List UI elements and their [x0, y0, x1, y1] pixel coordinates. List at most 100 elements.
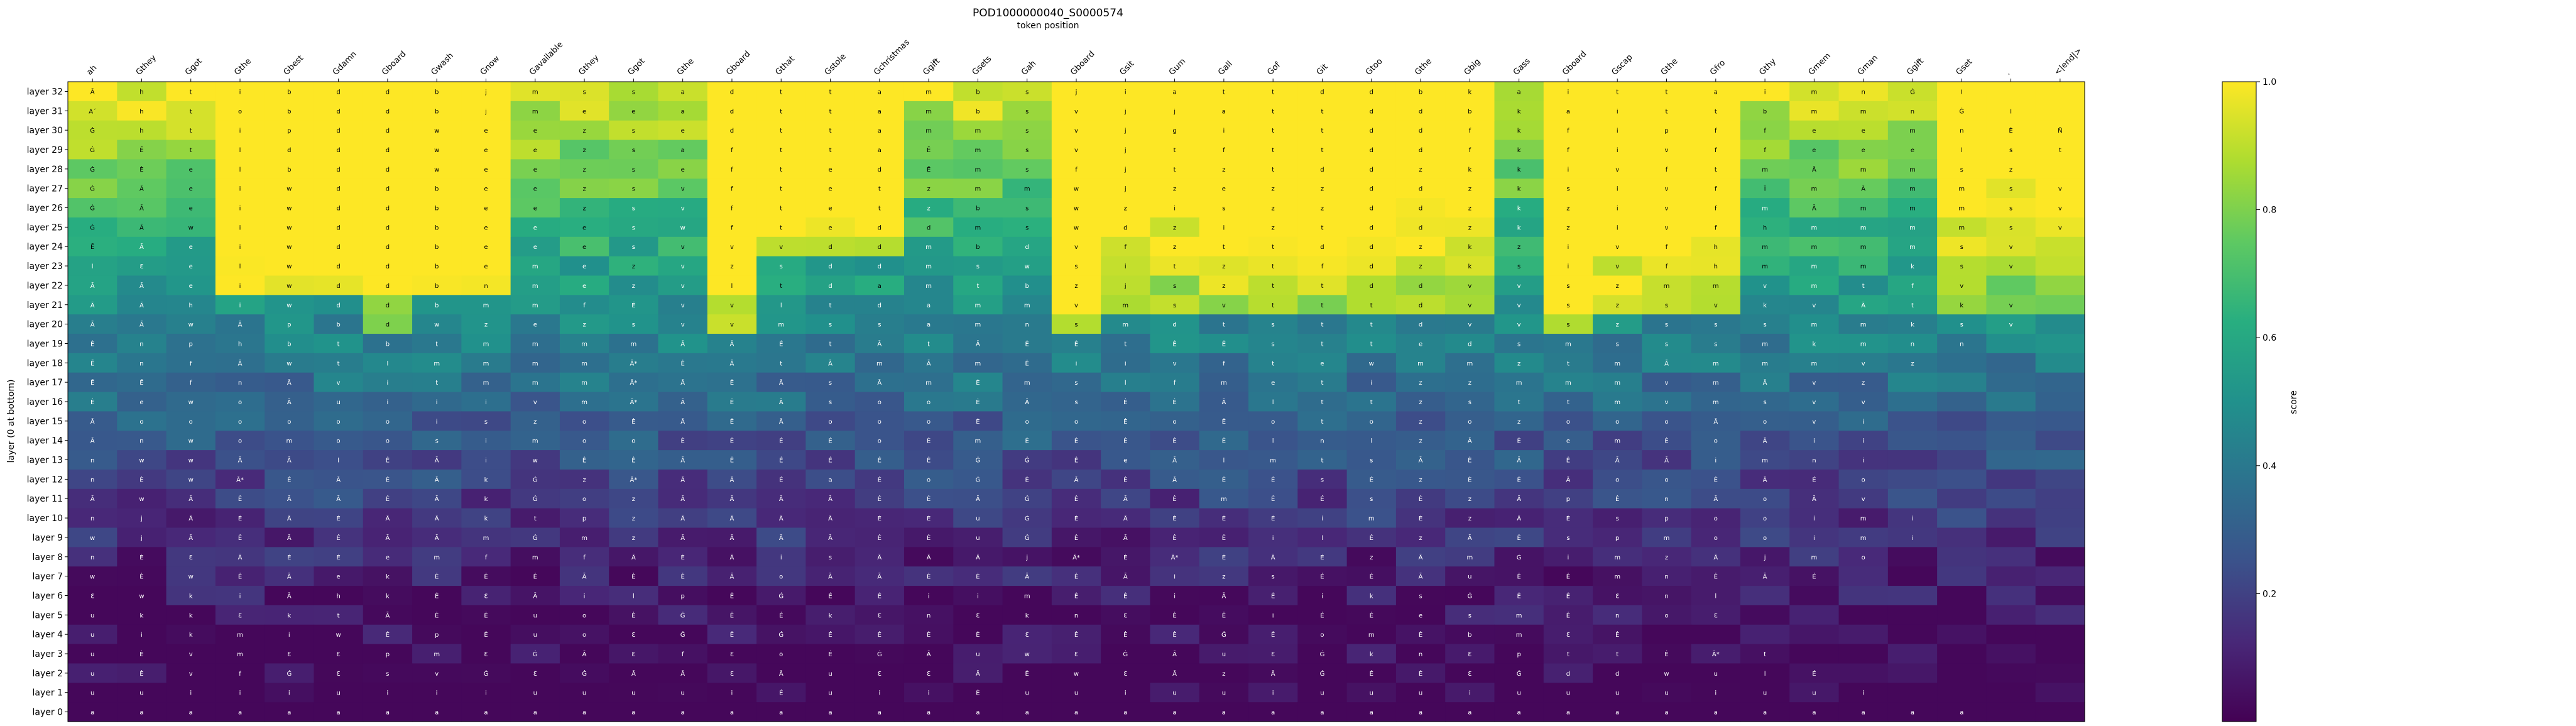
- cell-label: i: [1125, 360, 1127, 367]
- cell-label: Ġ: [90, 126, 95, 135]
- heatmap-cell: [1395, 101, 1446, 121]
- heatmap-cell: [1395, 547, 1446, 567]
- heatmap-cell: [1740, 586, 1790, 606]
- cell-label: m: [778, 322, 784, 329]
- heatmap-cell: [68, 644, 117, 664]
- cell-label: t: [1272, 302, 1274, 309]
- heatmap-cell: [1445, 431, 1495, 451]
- heatmap-cell: [1494, 140, 1544, 160]
- heatmap-cell: [1838, 586, 1889, 606]
- cell-label: t: [435, 341, 438, 348]
- cell-label: m: [1762, 263, 1768, 270]
- heatmap-cell: [854, 566, 905, 586]
- heatmap-cell: [1051, 101, 1101, 121]
- heatmap-cell: [1593, 488, 1642, 509]
- heatmap-cell: [461, 256, 511, 277]
- cell-label: Ė: [1123, 437, 1127, 445]
- cell-label: p: [680, 593, 684, 600]
- cell-label: w: [1369, 360, 1374, 367]
- cell-label: Ā: [828, 514, 832, 522]
- heatmap-cell: [658, 547, 708, 567]
- cell-label: Ė: [435, 573, 439, 581]
- cell-label: l: [92, 263, 94, 270]
- cell-label: Ā: [238, 456, 243, 465]
- cell-label: Ė: [631, 611, 635, 619]
- heatmap-cell: [1051, 450, 1101, 470]
- heatmap-cell: [609, 295, 659, 315]
- heatmap-cell: [117, 605, 167, 625]
- heatmap-cell: [215, 179, 265, 199]
- heatmap-cell: [1002, 411, 1052, 431]
- cell-label: d: [386, 283, 390, 290]
- heatmap-cell: [412, 256, 462, 277]
- heatmap-cell: [117, 82, 167, 102]
- heatmap-cell: [1445, 275, 1495, 295]
- colorbar-label: score: [2289, 390, 2299, 414]
- cell-label: m: [1811, 322, 1818, 329]
- cell-label: z: [1124, 206, 1127, 212]
- heatmap-cell: [1691, 411, 1741, 431]
- heatmap-cell: [1248, 275, 1298, 295]
- heatmap-cell: [658, 605, 708, 625]
- heatmap-cell: [1789, 431, 1840, 451]
- cell-label: Ā: [1763, 573, 1767, 581]
- cell-label: t: [829, 302, 832, 309]
- heatmap-cell: [412, 334, 462, 354]
- cell-label: m: [581, 380, 587, 387]
- cell-label: v: [1517, 302, 1521, 309]
- cell-label: m: [1516, 612, 1522, 619]
- cell-label: u: [1172, 690, 1176, 697]
- heatmap-cell: [707, 101, 757, 121]
- heatmap-cell: [1395, 198, 1446, 218]
- cell-label: i: [485, 399, 487, 406]
- heatmap-cell: [1937, 644, 1987, 664]
- x-tick-label: Gtoo: [1364, 57, 1385, 77]
- heatmap-cell: [412, 159, 462, 179]
- cell-label: a: [1714, 89, 1718, 96]
- heatmap-cell: [461, 198, 511, 218]
- cell-label: i: [1862, 690, 1864, 697]
- cell-label: a: [1370, 710, 1373, 717]
- cell-label: o: [1714, 438, 1718, 445]
- cell-label: w: [139, 458, 144, 465]
- cell-label: Ā: [976, 495, 980, 503]
- cell-label: Ġ: [484, 669, 489, 678]
- cell-label: i: [190, 690, 192, 697]
- heatmap-cell: [1838, 198, 1889, 218]
- heatmap-cell: [903, 586, 954, 606]
- heatmap-cell: [1002, 488, 1052, 509]
- heatmap-cell: [314, 586, 364, 606]
- cell-label: f: [731, 186, 733, 193]
- cell-label: z: [582, 476, 586, 483]
- cell-label: b: [287, 108, 291, 115]
- heatmap-cell: [805, 508, 856, 529]
- heatmap-cell: [1937, 198, 1987, 218]
- cell-label: w: [287, 186, 292, 193]
- heatmap-cell: [363, 644, 413, 664]
- heatmap-cell: [314, 198, 364, 218]
- heatmap-cell: [1002, 566, 1052, 586]
- cell-label: m: [975, 360, 981, 367]
- heatmap-cell: [658, 566, 708, 586]
- heatmap-cell: [1740, 566, 1790, 586]
- heatmap-cell: [1150, 547, 1200, 567]
- cell-label: Ġ: [680, 611, 685, 619]
- heatmap-cell: [756, 450, 806, 470]
- heatmap-cell: [1002, 198, 1052, 218]
- heatmap-cell: [1642, 605, 1692, 625]
- heatmap-cell: [1937, 236, 1987, 257]
- cell-label: u: [90, 612, 94, 619]
- cell-label: t: [878, 186, 881, 193]
- heatmap-cell: [363, 314, 413, 334]
- heatmap-cell: [1887, 644, 1938, 664]
- cell-label: o: [631, 438, 635, 445]
- heatmap-cell: [559, 586, 609, 606]
- cell-label: Ė: [730, 591, 734, 600]
- cell-label: Ā: [730, 339, 734, 348]
- heatmap-cell: [658, 411, 708, 431]
- cell-label: Ā: [1172, 669, 1177, 678]
- heatmap-cell: [1494, 295, 1544, 315]
- heatmap-cell: [1543, 275, 1593, 295]
- heatmap-cell: [756, 392, 806, 412]
- cell-label: k: [1812, 341, 1816, 348]
